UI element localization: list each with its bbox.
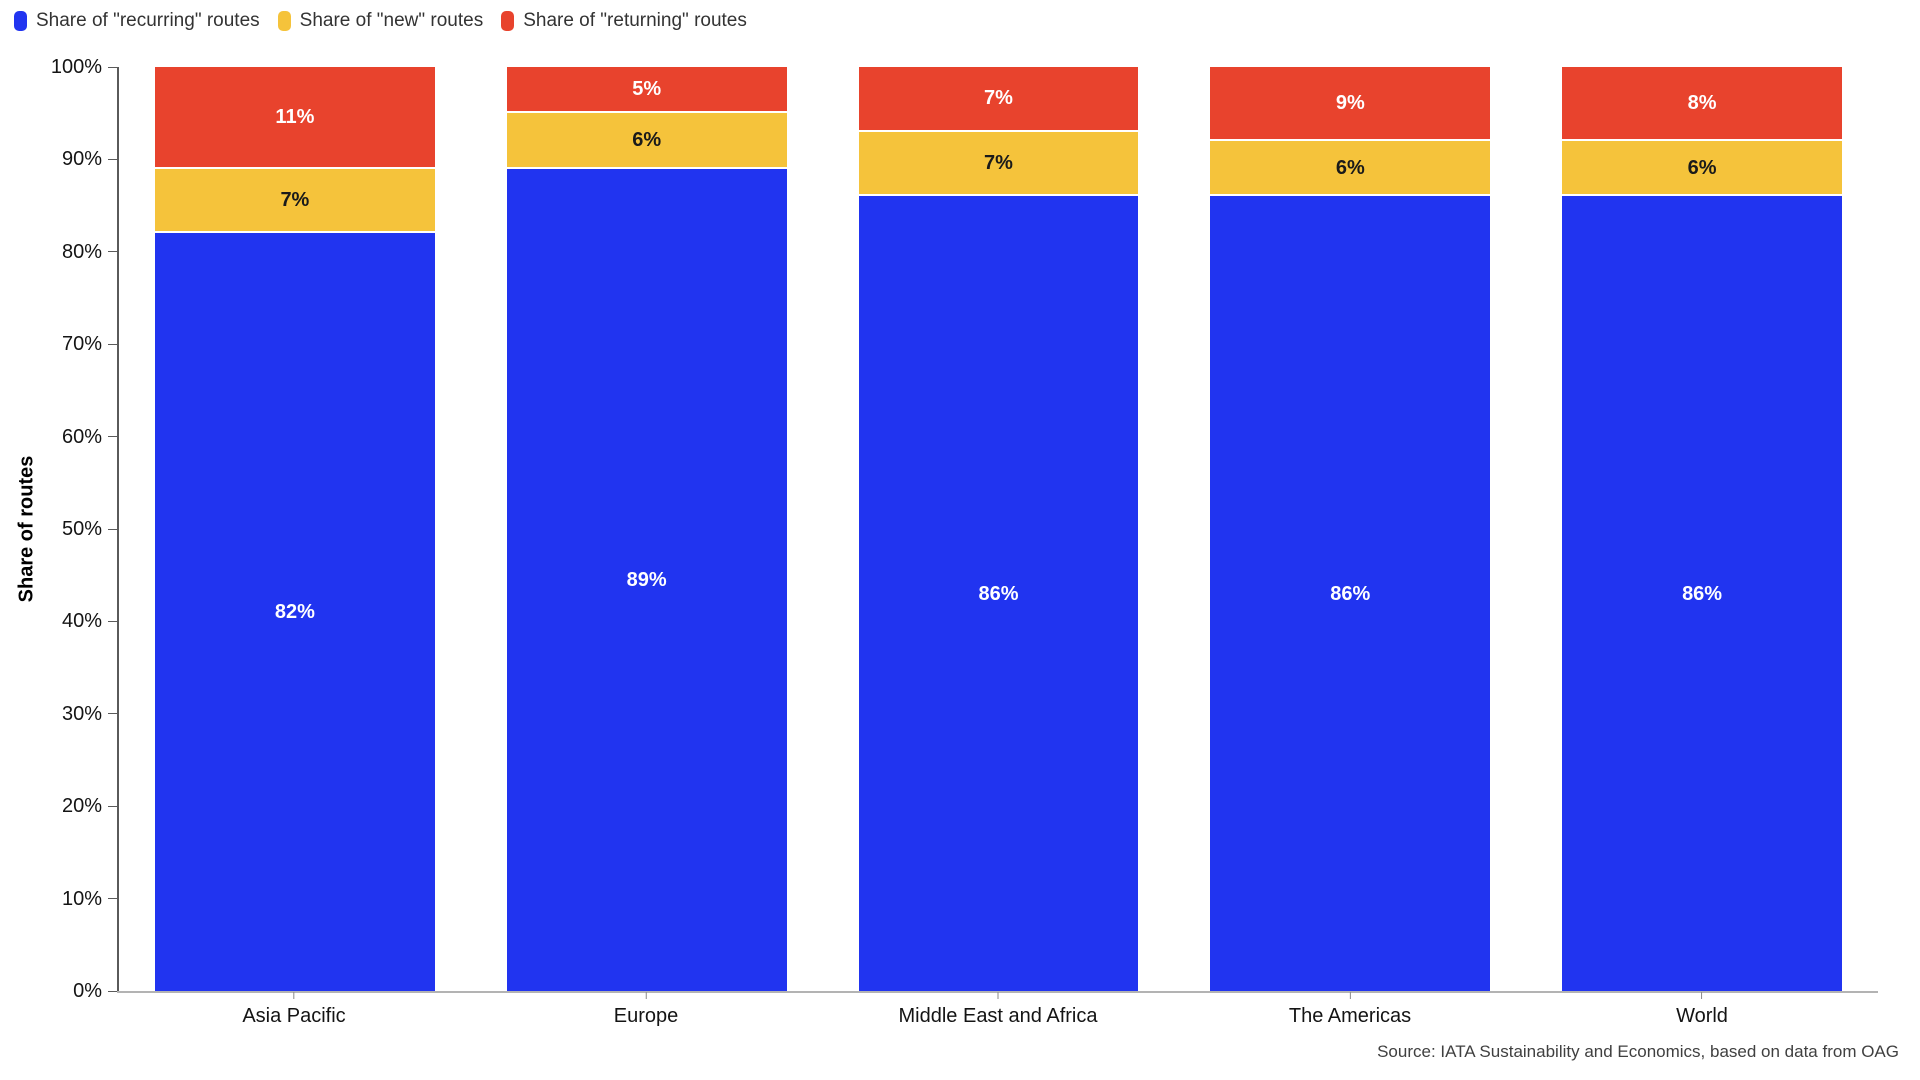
bar-segment: 7% bbox=[858, 67, 1139, 132]
stacked-bar: 86% 6% 9% bbox=[1210, 67, 1491, 991]
y-axis-tick-mark bbox=[108, 343, 117, 345]
y-axis-tick-mark bbox=[108, 620, 117, 622]
x-axis-label: Europe bbox=[613, 1005, 679, 1027]
x-axis-tick-mark bbox=[997, 992, 999, 999]
bars: 82% 7% 11% 89% 6% 5% 86% 7% 7% 86% 6% 9% 86% 6% 8% bbox=[119, 67, 1878, 991]
legend-swatch-icon bbox=[14, 11, 27, 32]
stacked-bar: 86% 7% 7% bbox=[858, 67, 1139, 991]
bar-segment-label: 8% bbox=[1687, 91, 1717, 114]
bar-slot: 86% 6% 8% bbox=[1526, 67, 1878, 991]
bar-segment: 9% bbox=[1210, 67, 1491, 141]
bar-segment-label: 6% bbox=[632, 128, 662, 151]
y-axis-tick-mark bbox=[108, 66, 117, 68]
bar-segment: 6% bbox=[506, 113, 787, 169]
bar-segment: 6% bbox=[1562, 140, 1842, 197]
bar-segment-label: 7% bbox=[984, 152, 1013, 175]
bar-segment: 6% bbox=[1210, 140, 1491, 197]
y-axis-tick-mark bbox=[108, 158, 117, 160]
y-axis-title: Share of routes bbox=[15, 455, 38, 603]
bar-segment: 89% bbox=[506, 168, 787, 991]
bar-segment-label: 6% bbox=[1687, 156, 1717, 179]
legend-label: Share of "recurring" routes bbox=[36, 10, 260, 31]
x-axis-tick: Europe bbox=[613, 991, 679, 1028]
plot-area: 0% 10% 20% 30% 40% 50% 60% 70% 80% 90% 100% 82% 7% 1… bbox=[51, 57, 1878, 1027]
legend-label: Share of "new" routes bbox=[299, 10, 484, 31]
bar-segment-label: 6% bbox=[1335, 156, 1365, 179]
bar-slot: 82% 7% 11% bbox=[119, 67, 471, 991]
x-axis-label: World bbox=[1676, 1005, 1728, 1027]
bar-slot: 86% 6% 9% bbox=[1174, 67, 1526, 991]
x-axis-tick-mark bbox=[1701, 992, 1703, 999]
bar-segment-label: 9% bbox=[1335, 91, 1365, 114]
y-axis-tick-mark bbox=[108, 528, 117, 530]
y-axis-tick-mark bbox=[108, 436, 117, 438]
x-axis-labels: Asia Pacific Europe Middle East and Africa… bbox=[118, 991, 1878, 1037]
stacked-bar: 82% 7% 11% bbox=[155, 67, 435, 991]
x-axis-tick-mark bbox=[645, 992, 647, 999]
y-axis-tick-mark bbox=[108, 251, 117, 253]
legend-swatch-icon bbox=[277, 11, 291, 32]
stacked-bar: 86% 6% 8% bbox=[1562, 67, 1842, 991]
bar-segment-label: 7% bbox=[984, 87, 1013, 110]
bar-segment-label: 89% bbox=[626, 568, 667, 591]
bar-segment-label: 7% bbox=[280, 188, 310, 211]
legend-item: Share of "new" routes bbox=[277, 10, 484, 33]
x-axis-label: Middle East and Africa bbox=[898, 1005, 1098, 1027]
legend-swatch-icon bbox=[501, 11, 515, 32]
bar-segment-label: 86% bbox=[978, 582, 1019, 605]
legend: Share of "recurring" routes Share of "new… bbox=[14, 10, 747, 33]
x-axis-tick: Middle East and Africa bbox=[899, 991, 1098, 1028]
bar-segment-label: 5% bbox=[632, 78, 662, 101]
y-axis-line bbox=[117, 67, 119, 991]
bar-segment-label: 82% bbox=[274, 601, 315, 624]
y-axis-tick-mark bbox=[108, 990, 117, 992]
x-axis-tick: World bbox=[1676, 991, 1728, 1028]
y-axis-tick-mark bbox=[108, 898, 117, 900]
x-axis-tick-mark bbox=[1349, 992, 1351, 999]
bar-segment-label: 86% bbox=[1682, 582, 1723, 605]
bar-segment: 7% bbox=[858, 131, 1139, 197]
bar-segment: 86% bbox=[1210, 196, 1491, 991]
bar-segment-label: 86% bbox=[1330, 582, 1371, 605]
x-axis-label: Asia Pacific bbox=[242, 1005, 346, 1027]
legend-label: Share of "returning" routes bbox=[523, 10, 747, 31]
bar-segment: 7% bbox=[155, 168, 435, 234]
bar-segment: 86% bbox=[1562, 196, 1842, 991]
legend-item: Share of "recurring" routes bbox=[14, 10, 260, 33]
bar-segment-label: 11% bbox=[275, 105, 315, 128]
bar-segment: 86% bbox=[858, 196, 1139, 991]
source-note: Source: IATA Sustainability and Economic… bbox=[1377, 1042, 1899, 1061]
x-axis-label: The Americas bbox=[1288, 1005, 1412, 1027]
legend-item: Share of "returning" routes bbox=[501, 10, 747, 33]
x-axis-tick-mark bbox=[293, 992, 295, 999]
bar-segment: 5% bbox=[506, 67, 787, 114]
bar-slot: 86% 7% 7% bbox=[823, 67, 1175, 991]
bar-segment: 8% bbox=[1562, 67, 1842, 141]
bar-slot: 89% 6% 5% bbox=[471, 67, 823, 991]
stacked-bar: 89% 6% 5% bbox=[506, 67, 787, 991]
y-axis-tick-mark bbox=[108, 713, 117, 715]
bar-segment: 82% bbox=[155, 233, 435, 991]
x-axis-tick: Asia Pacific bbox=[242, 991, 346, 1028]
bar-segment: 11% bbox=[155, 67, 435, 169]
x-axis-tick: The Americas bbox=[1289, 991, 1411, 1028]
y-axis-tick-mark bbox=[108, 805, 117, 807]
